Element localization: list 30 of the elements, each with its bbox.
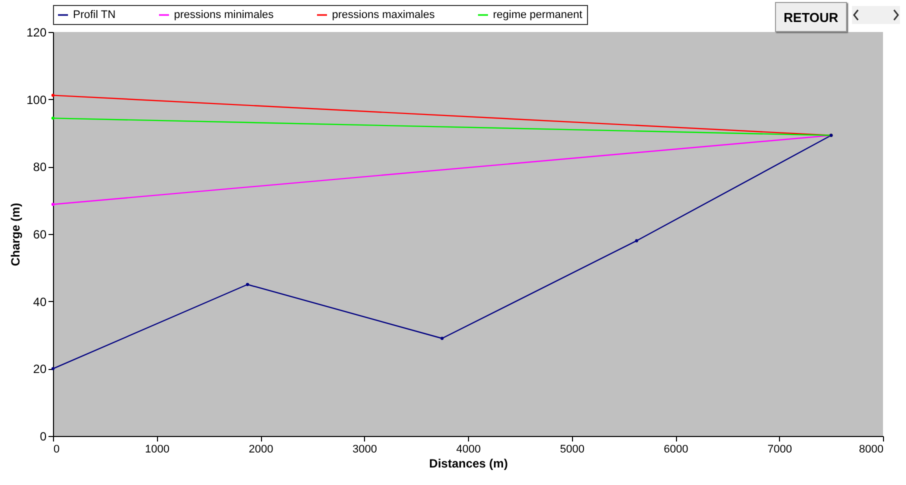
legend-label: Profil TN [73, 9, 116, 21]
x-tick-label: 2000 [248, 444, 274, 456]
point [246, 282, 250, 286]
button: RETOUR [775, 2, 847, 32]
x-tick-label: 8000 [859, 444, 884, 456]
y-tick-label: 20 [33, 362, 47, 376]
y-axis-title: Charge (m) [8, 202, 22, 266]
x-tick-label: 0 [54, 444, 60, 456]
legend-label: pressions minimales [174, 9, 274, 21]
point [51, 367, 55, 370]
y-tick-label: 80 [33, 160, 47, 174]
x-tick-label: 7000 [768, 444, 792, 456]
legend-label: regime permanent [493, 9, 582, 21]
point [440, 336, 444, 340]
y-tick-label: 0 [40, 430, 47, 444]
x-tick-label: 6000 [664, 444, 688, 456]
point [51, 116, 55, 120]
x-tick-label: 1000 [145, 444, 170, 456]
point [51, 202, 55, 206]
y-tick-label: 120 [26, 26, 47, 40]
y-tick-label: 60 [33, 228, 47, 242]
y-tick-label: 40 [33, 294, 47, 309]
y-tick-label: 100 [26, 92, 47, 107]
x-axis-title: Distances (m) [429, 456, 508, 470]
x-tick-label: 4000 [456, 444, 481, 456]
x-tick-label: 3000 [352, 444, 377, 456]
x-tick-label: 5000 [560, 444, 584, 456]
point [51, 94, 55, 97]
legend-label: pressions maximales [332, 9, 436, 21]
point [635, 239, 638, 242]
